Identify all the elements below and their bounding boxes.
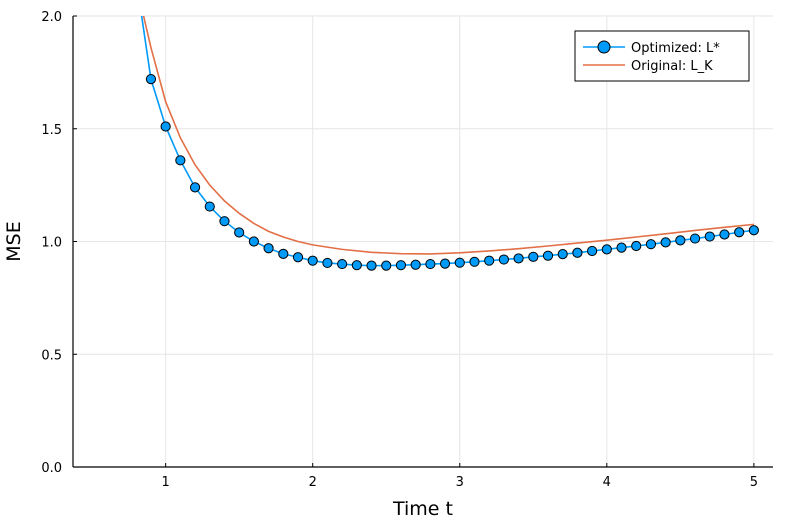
data-point bbox=[263, 243, 274, 254]
x-tick-label: 5 bbox=[750, 475, 758, 490]
x-tick-label: 4 bbox=[603, 475, 611, 490]
y-axis-title: MSE bbox=[3, 221, 25, 261]
data-point bbox=[189, 182, 201, 193]
data-point bbox=[587, 245, 598, 257]
data-point bbox=[572, 247, 583, 258]
data-point bbox=[704, 231, 715, 242]
data-point bbox=[292, 252, 304, 263]
data-point bbox=[498, 254, 509, 265]
data-point bbox=[307, 255, 318, 266]
legend: Optimized: L* Original: L_K bbox=[574, 30, 750, 82]
data-point bbox=[219, 216, 230, 227]
x-tick-label: 1 bbox=[162, 475, 170, 490]
data-point bbox=[175, 155, 186, 166]
data-point bbox=[601, 244, 612, 255]
axes: 1 2 3 4 5 0.0 0.5 1.0 1.5 2.0 bbox=[41, 10, 773, 490]
data-point bbox=[248, 236, 259, 247]
series-line-1 bbox=[142, 16, 754, 255]
data-point bbox=[557, 249, 568, 260]
data-point bbox=[425, 258, 436, 270]
x-axis-title: Time t bbox=[392, 498, 453, 520]
data-point bbox=[528, 251, 539, 262]
data-point bbox=[748, 225, 759, 236]
data-point bbox=[366, 260, 377, 271]
legend-box bbox=[574, 30, 750, 82]
series-layer bbox=[140, 16, 759, 271]
data-point bbox=[395, 260, 407, 271]
y-tick-label: 1.0 bbox=[41, 236, 62, 251]
data-point bbox=[204, 201, 215, 212]
data-point bbox=[734, 227, 745, 238]
data-point bbox=[322, 257, 333, 269]
legend-label-original: Original: L_K bbox=[631, 59, 713, 74]
data-point bbox=[234, 227, 245, 238]
y-tick-label: 0.5 bbox=[41, 348, 62, 363]
data-point bbox=[439, 258, 451, 269]
data-point bbox=[631, 240, 642, 252]
data-point bbox=[645, 239, 657, 250]
data-point bbox=[381, 260, 392, 271]
data-point bbox=[675, 235, 686, 246]
data-point bbox=[145, 74, 157, 85]
data-point bbox=[278, 248, 289, 260]
data-point bbox=[484, 255, 495, 266]
data-point bbox=[513, 253, 524, 264]
data-point bbox=[454, 257, 465, 268]
data-point bbox=[337, 258, 348, 270]
legend-marker-optimized bbox=[597, 40, 611, 54]
data-point bbox=[160, 121, 171, 132]
data-point bbox=[689, 233, 701, 244]
y-tick-label: 2.0 bbox=[41, 10, 62, 25]
y-tick-label: 1.5 bbox=[41, 123, 62, 138]
data-point bbox=[719, 229, 730, 240]
data-point bbox=[351, 260, 362, 271]
x-tick-label: 3 bbox=[456, 475, 464, 490]
x-tick-label: 2 bbox=[309, 475, 317, 490]
data-point bbox=[616, 242, 627, 253]
y-tick-label: 0.0 bbox=[41, 461, 62, 476]
data-point bbox=[469, 256, 480, 267]
data-point bbox=[660, 237, 671, 248]
data-point bbox=[542, 250, 554, 261]
legend-label-optimized: Optimized: L* bbox=[631, 41, 720, 56]
data-point bbox=[410, 259, 421, 270]
